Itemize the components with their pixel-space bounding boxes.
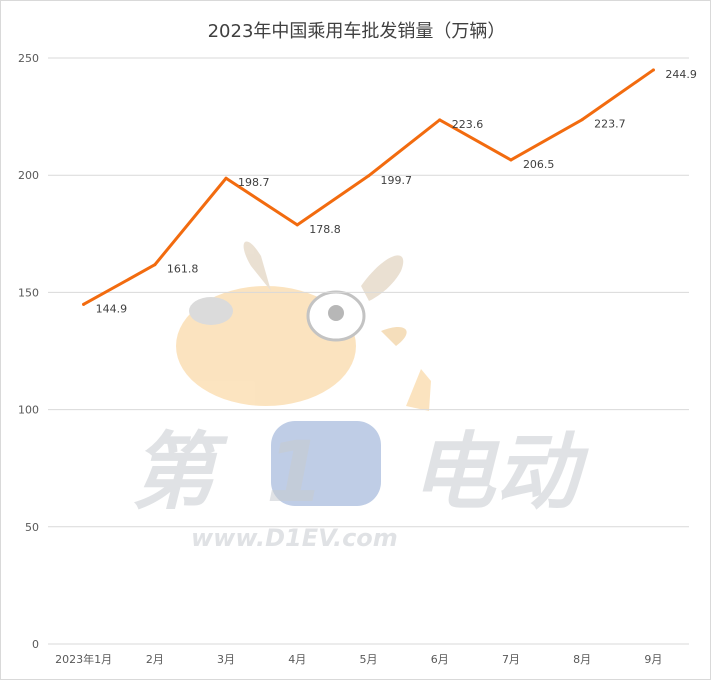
chart-title: 2023年中国乘用车批发销量（万辆） [207, 21, 506, 42]
data-point [367, 174, 370, 178]
data-label: 161.8 [167, 263, 199, 276]
y-tick-label: 250 [18, 52, 39, 65]
data-label: 178.8 [309, 223, 341, 236]
x-tick-label: 7月 [502, 653, 520, 666]
data-point [82, 302, 86, 306]
data-point [651, 68, 655, 72]
data-point [224, 176, 228, 180]
y-tick-label: 0 [32, 638, 39, 651]
data-point [580, 118, 584, 122]
x-tick-label: 8月 [573, 653, 591, 666]
x-tick-label: 2023年1月 [55, 652, 112, 666]
x-tick-label: 3月 [217, 653, 235, 666]
data-label: 198.7 [238, 176, 269, 189]
y-tick-label: 150 [18, 286, 39, 299]
x-tick-label: 2月 [146, 653, 164, 666]
data-label: 223.7 [594, 118, 626, 131]
y-tick-label: 50 [25, 521, 39, 534]
data-label: 199.7 [381, 174, 413, 187]
data-point [509, 158, 513, 162]
data-label: 206.5 [523, 158, 555, 171]
data-point [153, 263, 157, 267]
x-tick-label: 5月 [360, 653, 378, 666]
data-point [438, 118, 442, 122]
x-tick-label: 4月 [288, 653, 306, 666]
x-tick-label: 6月 [431, 653, 449, 666]
x-tick-label: 9月 [644, 653, 662, 666]
data-label: 244.9 [665, 68, 697, 81]
y-tick-label: 100 [18, 404, 39, 417]
y-tick-label: 200 [18, 169, 39, 182]
data-label: 144.9 [96, 302, 128, 315]
data-label: 223.6 [452, 118, 484, 131]
data-point [295, 223, 299, 227]
